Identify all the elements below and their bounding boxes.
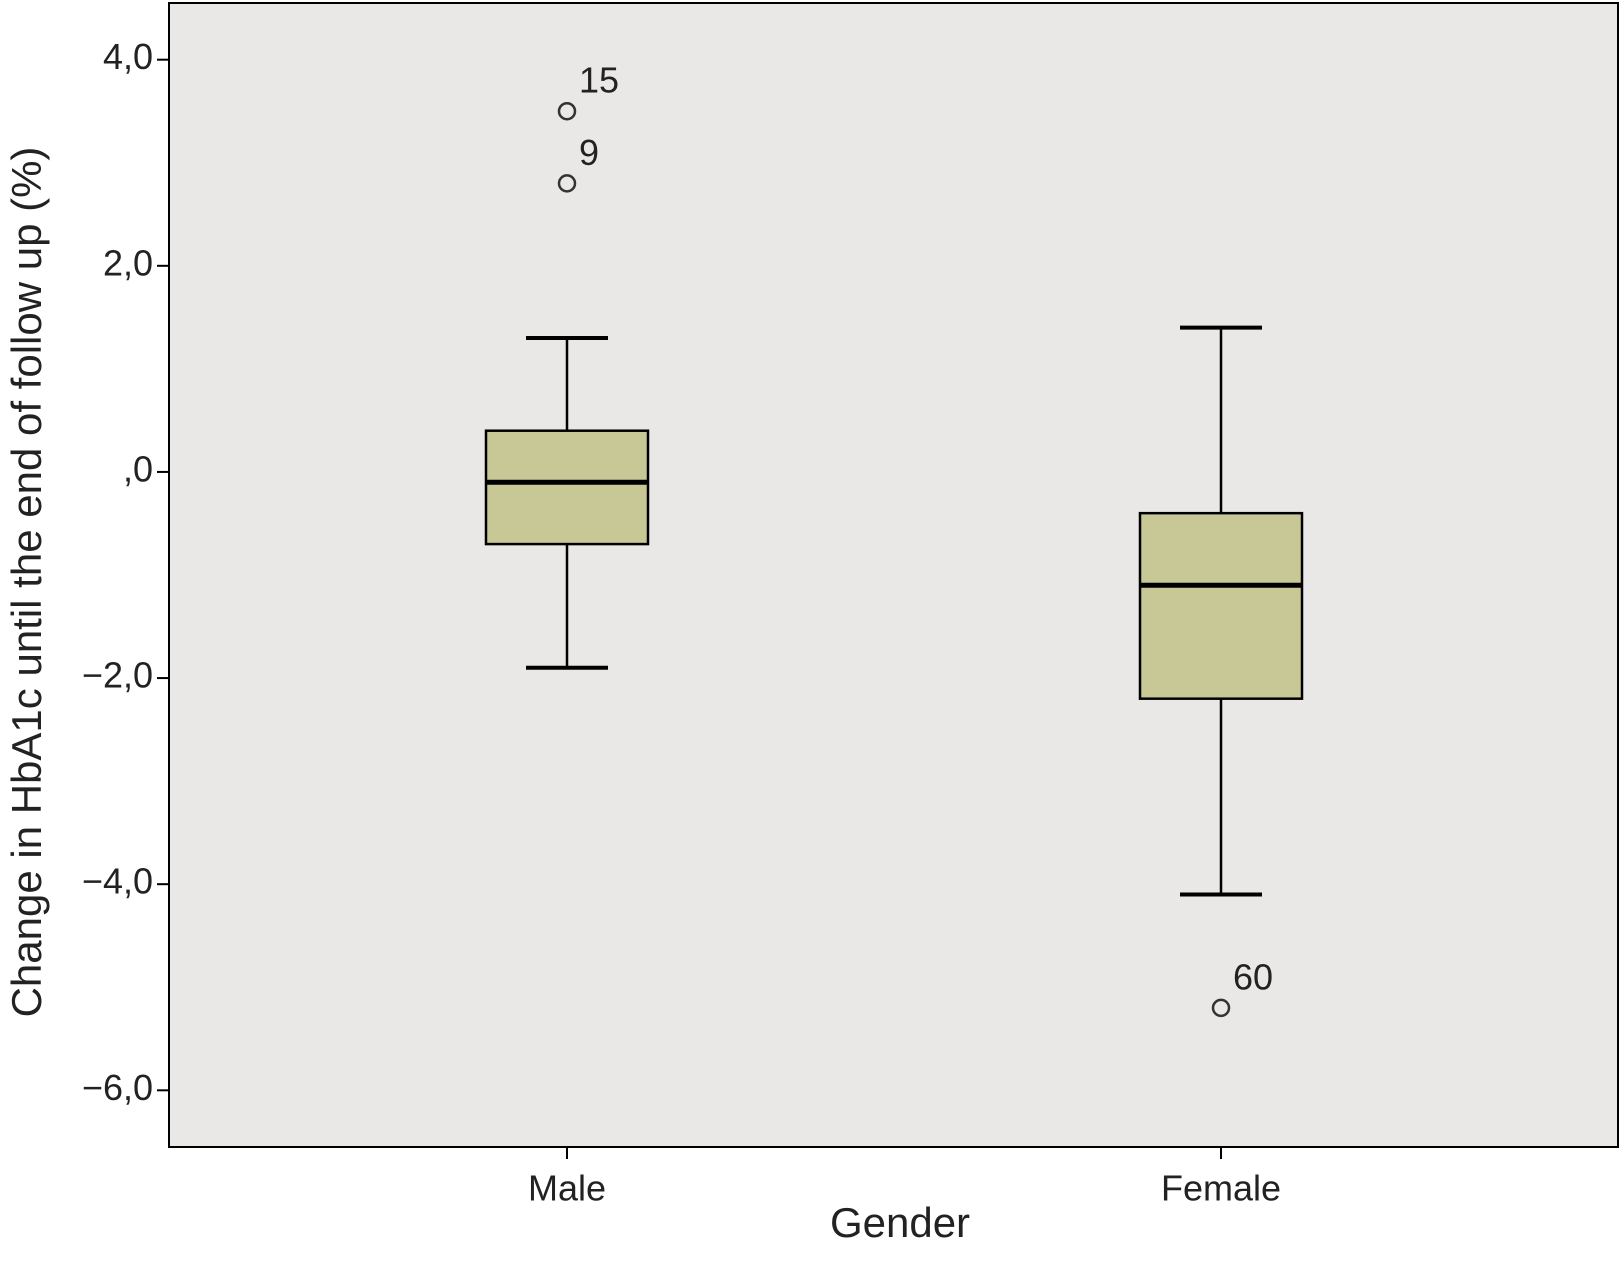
y-axis-title: Change in HbA1c until the end of follow … — [3, 147, 50, 1018]
outlier-case: 9 — [579, 132, 599, 173]
box — [1138, 511, 1304, 700]
plot-area — [168, 2, 1619, 1148]
outlier — [557, 101, 577, 121]
x-tick-label: Female — [1161, 1168, 1281, 1209]
y-tick-label: ,0 — [123, 448, 153, 489]
outlier — [557, 174, 577, 193]
y-tick-label: −6,0 — [82, 1067, 153, 1108]
y-tick-label: 4,0 — [103, 36, 153, 77]
outlier-case: 60 — [1233, 956, 1273, 997]
x-axis-title: Gender — [830, 1199, 970, 1246]
y-tick-label: 2,0 — [103, 242, 153, 283]
x-tick-label: Male — [528, 1168, 606, 1209]
outlier-case: 15 — [579, 60, 619, 101]
outlier — [1211, 998, 1231, 1018]
box — [484, 429, 650, 546]
y-tick-label: −2,0 — [82, 655, 153, 696]
y-tick-label: −4,0 — [82, 861, 153, 902]
